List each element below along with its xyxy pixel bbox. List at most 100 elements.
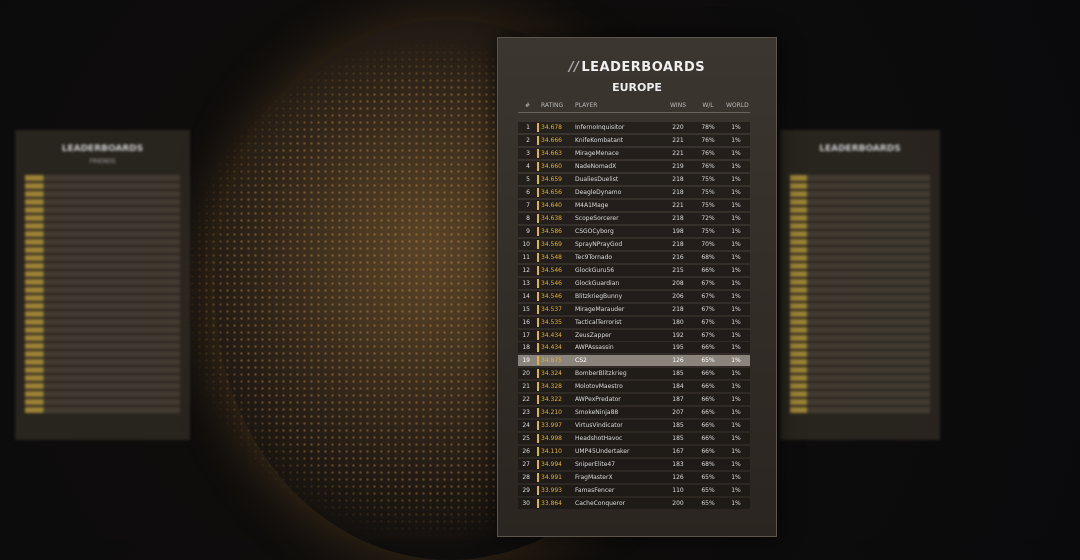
rank: 24	[522, 422, 530, 430]
wins: 221	[672, 149, 684, 157]
rank: 7	[526, 201, 530, 209]
rating: 34.324	[541, 370, 562, 378]
rank: 3	[526, 149, 530, 157]
leaderboard-row: 17 34.434 ZeusZapper 192 67% 1%	[518, 329, 750, 341]
blurred-row	[790, 319, 930, 325]
player-name: AWPexPredator	[575, 396, 621, 404]
world-percentile: 1%	[731, 292, 741, 300]
rating-bar	[537, 473, 539, 483]
win-loss: 66%	[701, 422, 715, 430]
wins: 200	[672, 500, 684, 508]
leaderboard-row: 29 33.993 FamasFencer 110 65% 1%	[518, 485, 750, 497]
world-percentile: 1%	[731, 370, 741, 378]
win-loss: 66%	[701, 409, 715, 417]
player-name: BlitzkriegBunny	[575, 292, 623, 300]
rank: 20	[522, 370, 530, 378]
leaderboard-row: 22 34.322 AWPexPredator 187 66% 1%	[518, 394, 750, 406]
wins: 198	[672, 227, 684, 235]
rating-bar	[537, 421, 539, 431]
rating: 33.864	[541, 500, 562, 508]
win-loss: 65%	[701, 474, 715, 482]
leaderboard-row: 21 34.328 MolotovMaestro 184 66% 1%	[518, 381, 750, 393]
win-loss: 68%	[701, 461, 715, 469]
world-percentile: 1%	[731, 344, 741, 352]
rating-bar	[537, 369, 539, 379]
win-loss: 72%	[701, 214, 715, 222]
win-loss: 66%	[701, 396, 715, 404]
player-name: SniperElite47	[575, 461, 616, 469]
friends-panel: LEADERBOARDS FRIENDS	[15, 130, 190, 440]
blurred-row	[25, 303, 180, 309]
blurred-rows	[780, 175, 940, 413]
blurred-row	[25, 255, 180, 261]
leaderboard-row: 26 34.110 UMP45Undertaker 167 66% 1%	[518, 446, 750, 458]
wins: 185	[672, 435, 684, 443]
blurred-row	[25, 367, 180, 373]
blurred-row	[790, 199, 930, 205]
wins: 220	[672, 124, 684, 131]
player-name: DualiesDuelist	[575, 175, 619, 183]
blurred-row	[790, 239, 930, 245]
rank: 15	[522, 305, 530, 313]
blurred-row	[25, 319, 180, 325]
column-header: WORLD	[726, 102, 749, 109]
leaderboard-row: 1 34.678 InfernoInquisitor 220 78% 1%	[518, 122, 750, 133]
rank: 29	[522, 487, 530, 495]
rating-bar	[537, 486, 539, 496]
blurred-row	[25, 351, 180, 357]
blurred-row	[25, 311, 180, 317]
win-loss: 66%	[701, 383, 715, 391]
rank: 30	[522, 500, 530, 508]
rating-bar	[537, 200, 539, 210]
rating-bar	[537, 408, 539, 418]
rank: 14	[522, 292, 530, 300]
rating: 34.656	[541, 188, 562, 196]
panel-title: LEADERBOARDS	[819, 144, 901, 154]
blurred-row	[25, 287, 180, 293]
blurred-row	[25, 407, 180, 413]
player-name: BomberBlitzkrieg	[575, 370, 627, 378]
leaderboard-row: 2 34.666 KnifeKombatant 221 76% 1%	[518, 134, 750, 146]
player-name: Tec9Tornado	[575, 253, 613, 261]
leaderboard-row: 18 34.434 AWPAssassin 195 66% 1%	[518, 342, 750, 354]
rating-bar	[537, 343, 539, 353]
rating: 34.537	[541, 305, 562, 313]
rating: 34.535	[541, 318, 562, 326]
win-loss: 68%	[701, 253, 715, 261]
world-percentile: 1%	[731, 409, 741, 417]
blurred-row	[790, 327, 930, 333]
rating: 33.997	[541, 422, 562, 430]
rating: 34.210	[541, 409, 562, 417]
blurred-row	[25, 391, 180, 397]
blurred-row	[25, 383, 180, 389]
wins: 184	[672, 383, 684, 391]
player-name: SmokeNinja88	[575, 409, 619, 417]
world-percentile: 1%	[731, 318, 741, 326]
column-header: W/L	[702, 102, 714, 109]
world-percentile: 1%	[731, 136, 741, 144]
blurred-row	[25, 359, 180, 365]
player-name: HeadshotHavoc	[575, 435, 623, 443]
player-name: SprayNPrayGod	[575, 240, 623, 248]
blurred-row	[25, 223, 180, 229]
rating-bar	[537, 252, 539, 262]
blurred-row	[790, 375, 930, 381]
wins: 218	[672, 175, 684, 183]
player-name: NadeNomadX	[575, 162, 617, 170]
player-name: MolotovMaestro	[575, 383, 623, 391]
rating-bar	[537, 123, 539, 132]
blurred-row	[25, 183, 180, 189]
win-loss: 70%	[701, 240, 715, 248]
rating: 34.659	[541, 175, 562, 183]
rating-bar	[537, 239, 539, 249]
rank: 10	[522, 240, 530, 248]
wins: 208	[672, 279, 684, 287]
rating: 34.434	[541, 344, 562, 352]
blurred-row	[790, 303, 930, 309]
player-name: DeagleDynamo	[575, 188, 622, 196]
rating-bar	[537, 330, 539, 340]
blurred-row	[25, 239, 180, 245]
rating: 34.640	[541, 201, 562, 209]
world-percentile: 1%	[731, 227, 741, 235]
blurred-row	[790, 175, 930, 181]
